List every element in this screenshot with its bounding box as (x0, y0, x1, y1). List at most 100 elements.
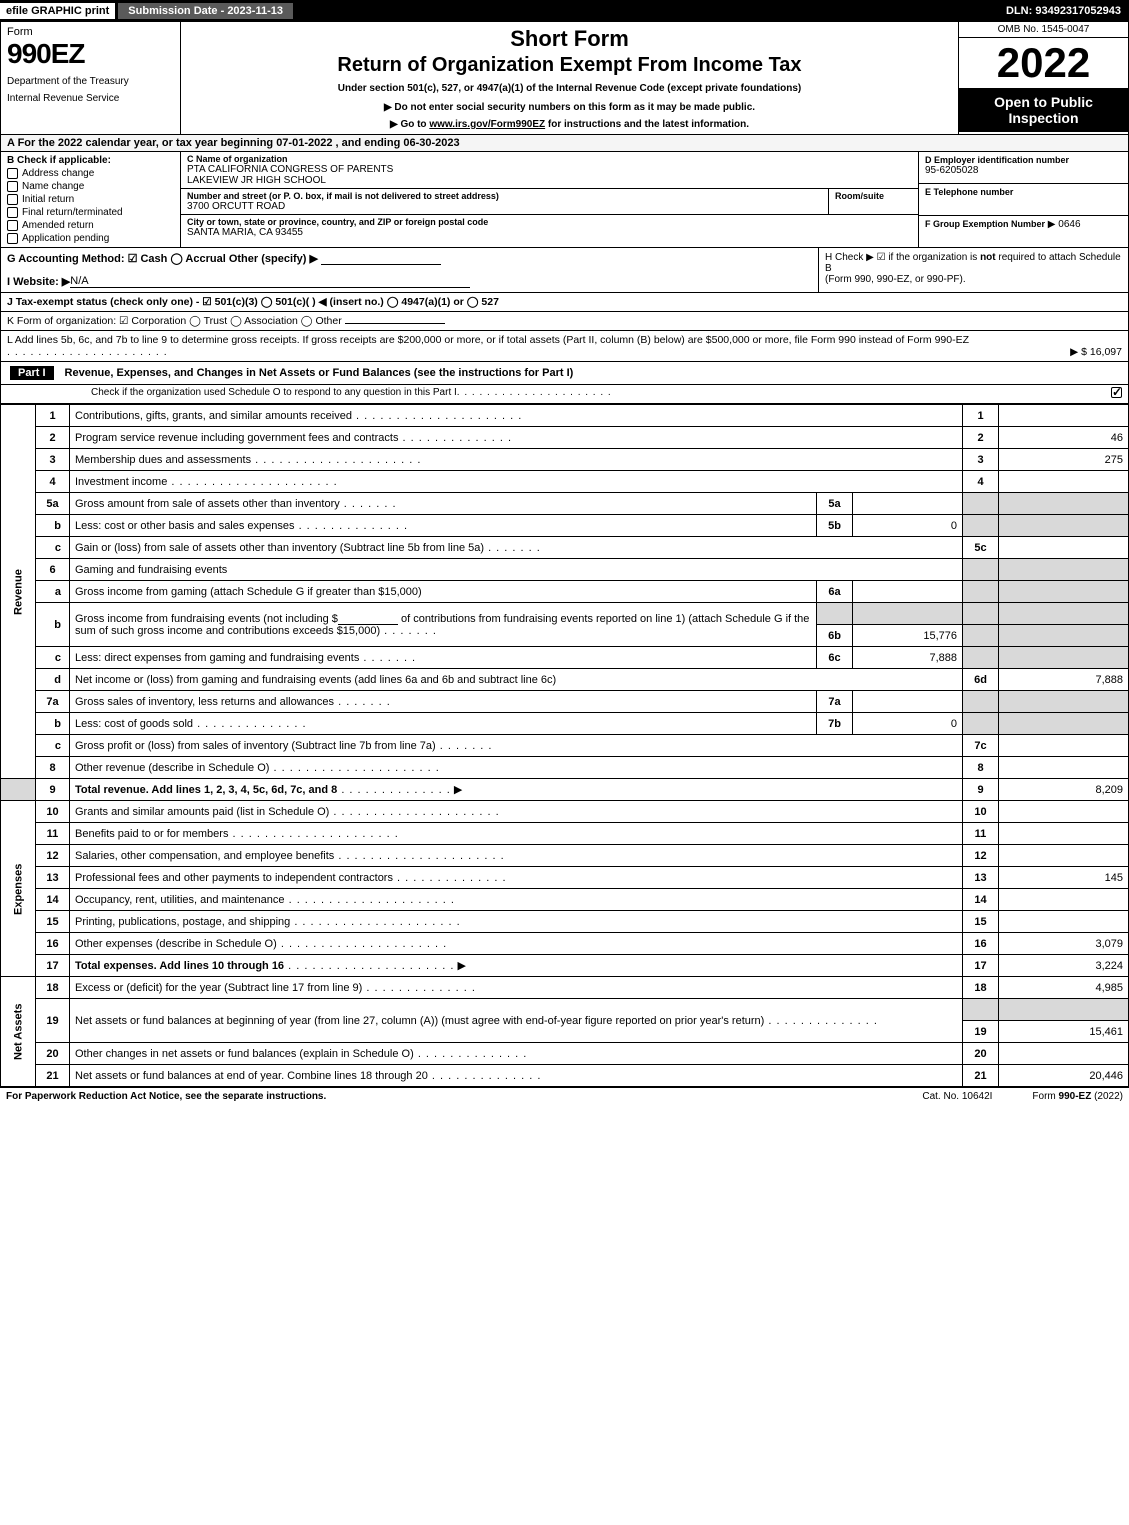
h-schedule-b: H Check ▶ ☑ if the organization is not r… (818, 248, 1128, 292)
l5b-ml: 5b (817, 515, 853, 537)
l5c-rn: 5c (963, 537, 999, 559)
l5a-mv (853, 493, 963, 515)
l5b-desc: Less: cost or other basis and sales expe… (75, 520, 295, 532)
header-left: Form 990EZ Department of the Treasury In… (1, 22, 181, 134)
l11-rn: 11 (963, 823, 999, 845)
chk-application-pending[interactable] (7, 233, 18, 244)
l21-desc: Net assets or fund balances at end of ye… (75, 1070, 428, 1082)
l6c-mv: 7,888 (853, 647, 963, 669)
chk-address-change[interactable] (7, 168, 18, 179)
chk-amended-return[interactable] (7, 220, 18, 231)
l19-desc: Net assets or fund balances at beginning… (75, 1015, 764, 1027)
l15-rn: 15 (963, 911, 999, 933)
header-center: Short Form Return of Organization Exempt… (181, 22, 958, 134)
l5a-num: 5a (36, 493, 70, 515)
header-right: OMB No. 1545-0047 2022 Open to Public In… (958, 22, 1128, 134)
form-header: Form 990EZ Department of the Treasury In… (0, 22, 1129, 135)
lbl-initial-return: Initial return (22, 194, 74, 205)
l19-rv: 15,461 (999, 1021, 1129, 1043)
l6a-rv-shade (999, 581, 1129, 603)
l7b-mv: 0 (853, 713, 963, 735)
l5b-rv-shade (999, 515, 1129, 537)
efile-label[interactable]: efile GRAPHIC print (0, 3, 115, 19)
l7b-desc: Less: cost of goods sold (75, 718, 193, 730)
l6b-ml: 6b (817, 625, 853, 647)
l6c-rv-shade (999, 647, 1129, 669)
l16-rn: 16 (963, 933, 999, 955)
footer-right: Form 990-EZ (2022) (1032, 1091, 1123, 1102)
l7c-rn: 7c (963, 735, 999, 757)
l10-desc: Grants and similar amounts paid (list in… (75, 806, 329, 818)
chk-initial-return[interactable] (7, 194, 18, 205)
part-1-title: Revenue, Expenses, and Changes in Net As… (65, 367, 1120, 379)
l21-num: 21 (36, 1065, 70, 1087)
l12-rn: 12 (963, 845, 999, 867)
goto-link[interactable]: www.irs.gov/Form990EZ (429, 119, 545, 130)
part-1-header: Part I Revenue, Expenses, and Changes in… (0, 362, 1129, 385)
l11-desc: Benefits paid to or for members (75, 828, 228, 840)
l7a-mv (853, 691, 963, 713)
l7b-rv-shade (999, 713, 1129, 735)
l18-rv: 4,985 (999, 977, 1129, 999)
l5a-ml: 5a (817, 493, 853, 515)
l19-rv-shade (999, 999, 1129, 1021)
l5b-rn-shade (963, 515, 999, 537)
l6b-rn-shade2 (963, 625, 999, 647)
l17-rn: 17 (963, 955, 999, 977)
l5a-desc: Gross amount from sale of assets other t… (75, 498, 340, 510)
l8-desc: Other revenue (describe in Schedule O) (75, 762, 269, 774)
l7c-num: c (36, 735, 70, 757)
h-not: not (980, 252, 996, 263)
l6a-rn-shade (963, 581, 999, 603)
d-ein-value: 95-6205028 (925, 165, 1122, 176)
return-title: Return of Organization Exempt From Incom… (189, 54, 950, 77)
l6d-rv: 7,888 (999, 669, 1129, 691)
l6a-mv (853, 581, 963, 603)
chk-name-change[interactable] (7, 181, 18, 192)
row-g-h: G Accounting Method: ☑ Cash ◯ Accrual Ot… (0, 248, 1129, 293)
l6d-desc: Net income or (loss) from gaming and fun… (75, 674, 556, 686)
l6b-desc1: Gross income from fundraising events (no… (75, 613, 338, 625)
l6b-rv-shade2 (999, 625, 1129, 647)
l17-desc: Total expenses. Add lines 10 through 16 (75, 960, 284, 972)
l6b-rv-shade1 (999, 603, 1129, 625)
l3-rv: 275 (999, 449, 1129, 471)
open-to-public: Open to Public Inspection (959, 88, 1128, 132)
l6c-desc: Less: direct expenses from gaming and fu… (75, 652, 359, 664)
dln-label: DLN: 93492317052943 (998, 3, 1129, 19)
l6c-num: c (36, 647, 70, 669)
l3-rn: 3 (963, 449, 999, 471)
tax-year: 2022 (959, 38, 1128, 88)
city-label: City or town, state or province, country… (187, 217, 912, 227)
page-footer: For Paperwork Reduction Act Notice, see … (0, 1087, 1129, 1105)
l6-num: 6 (36, 559, 70, 581)
l2-desc: Program service revenue including govern… (75, 432, 398, 444)
l13-num: 13 (36, 867, 70, 889)
l5a-rv-shade (999, 493, 1129, 515)
part-1-sub-text: Check if the organization used Schedule … (91, 387, 457, 401)
l7b-rn-shade (963, 713, 999, 735)
f-group-value: ▶ 0646 (1048, 219, 1081, 230)
l6a-ml: 6a (817, 581, 853, 603)
l10-num: 10 (36, 801, 70, 823)
l18-num: 18 (36, 977, 70, 999)
l11-num: 11 (36, 823, 70, 845)
l13-rv: 145 (999, 867, 1129, 889)
l10-rn: 10 (963, 801, 999, 823)
l21-rv: 20,446 (999, 1065, 1129, 1087)
l-text: L Add lines 5b, 6c, and 7b to line 9 to … (7, 334, 969, 346)
l18-rn: 18 (963, 977, 999, 999)
l8-rv (999, 757, 1129, 779)
l4-desc: Investment income (75, 476, 167, 488)
l6d-rn: 6d (963, 669, 999, 691)
g-accounting-method: G Accounting Method: ☑ Cash ◯ Accrual Ot… (7, 252, 818, 265)
l6b-ml-shade (817, 603, 853, 625)
l7a-ml: 7a (817, 691, 853, 713)
chk-final-return[interactable] (7, 207, 18, 218)
part-1-table: Revenue 1 Contributions, gifts, grants, … (0, 404, 1129, 1087)
lbl-name-change: Name change (22, 181, 84, 192)
l9-num: 9 (36, 779, 70, 801)
e-phone-label: E Telephone number (925, 187, 1122, 197)
footer-left: For Paperwork Reduction Act Notice, see … (6, 1091, 882, 1102)
chk-schedule-o[interactable] (1111, 387, 1122, 398)
